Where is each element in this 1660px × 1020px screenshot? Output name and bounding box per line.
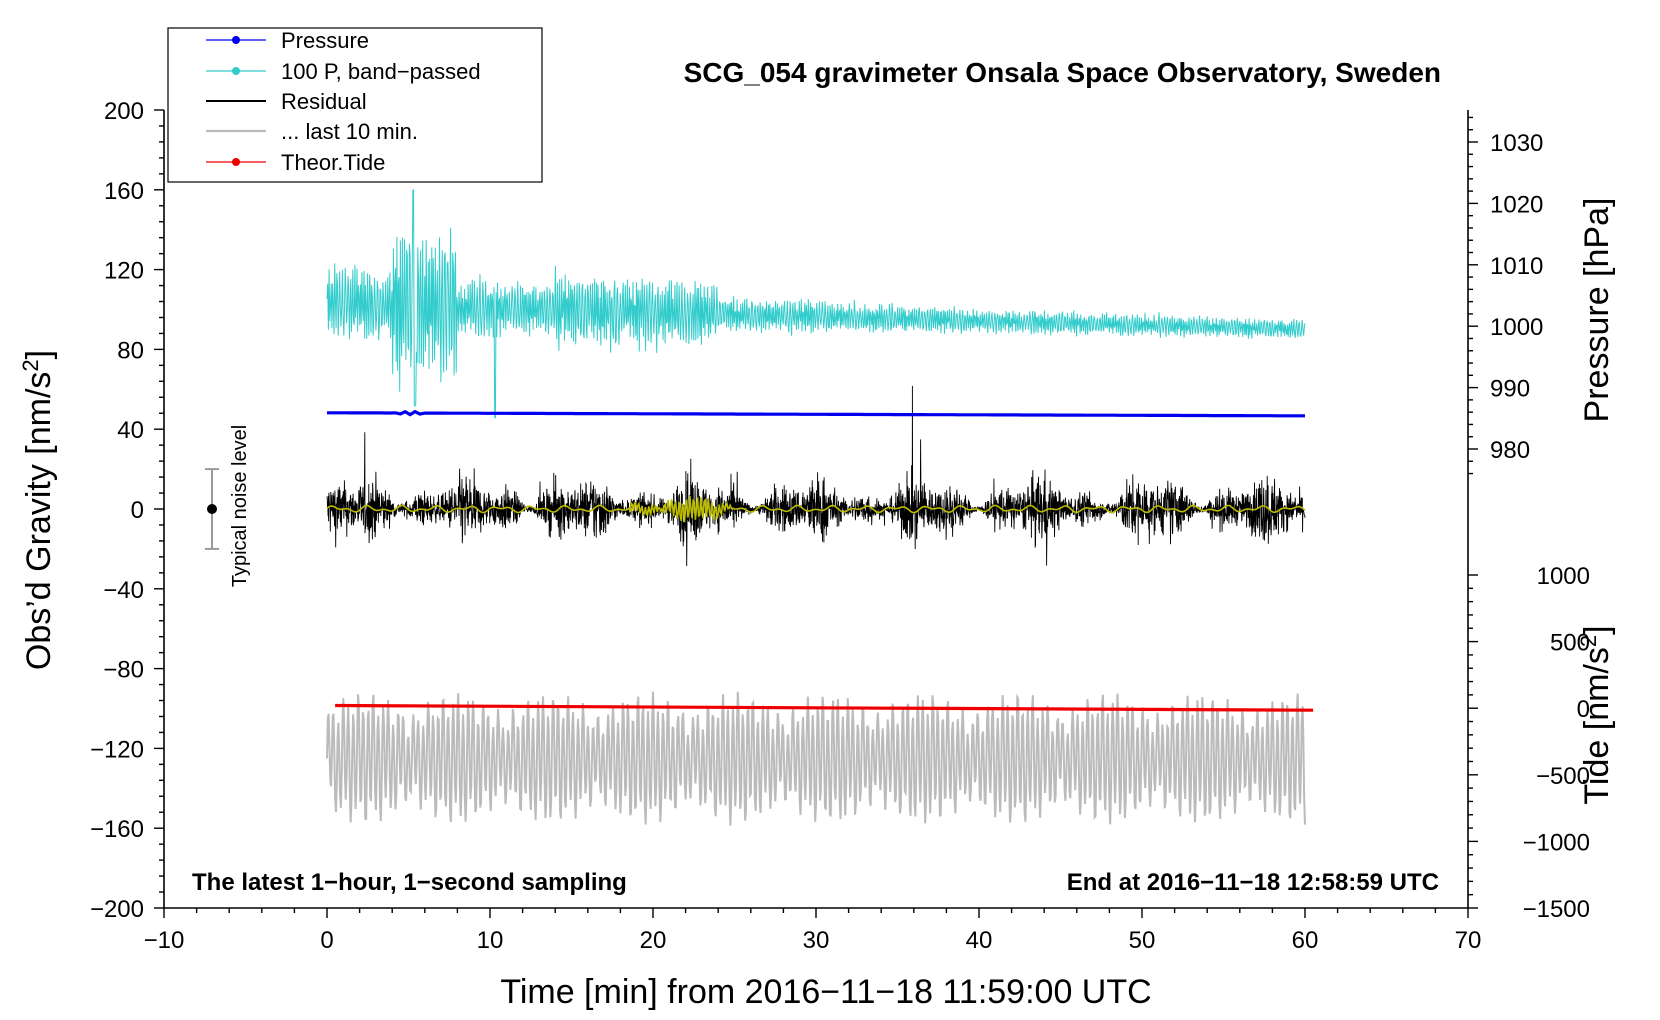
noise-label: Typical noise level xyxy=(229,425,251,587)
y-tick-label-tide: −500 xyxy=(1536,763,1590,790)
y-tick-label-pressure: 1030 xyxy=(1490,130,1543,157)
x-tick-label: 10 xyxy=(477,927,504,954)
legend-item-bandpassed: 100 P, band−passed xyxy=(206,59,481,84)
legend-item-last10: ... last 10 min. xyxy=(206,119,418,144)
x-tick-label: 20 xyxy=(640,927,667,954)
series-last10min xyxy=(326,691,1306,826)
series-bandpassed xyxy=(326,189,1306,419)
legend-marker-bandpassed xyxy=(232,67,240,75)
y-axis-title-gravity: Obs’d Gravity [nm/s2] xyxy=(18,350,58,670)
y-tick-label-tide: 500 xyxy=(1550,630,1590,657)
noise-dot xyxy=(207,504,217,514)
x-tick-label: 70 xyxy=(1455,927,1482,954)
legend-label-last10: ... last 10 min. xyxy=(281,119,418,144)
series-layer xyxy=(326,189,1314,826)
legend-label-pressure: Pressure xyxy=(281,28,369,53)
x-tick-label: 40 xyxy=(966,927,993,954)
y-tick-label-pressure: 990 xyxy=(1490,376,1530,403)
y-tick-label-tide: −1000 xyxy=(1523,829,1590,856)
y-tick-label-gravity: 120 xyxy=(104,258,144,285)
y-tick-label-pressure: 1010 xyxy=(1490,253,1543,280)
y-tick-label-tide: 0 xyxy=(1577,696,1590,723)
y-axis-title-tide-sup: 2 xyxy=(1576,635,1601,647)
annotation-left: The latest 1−hour, 1−second sampling xyxy=(192,869,627,896)
x-tick-label: −10 xyxy=(144,927,185,954)
y-tick-label-tide: 1000 xyxy=(1537,563,1590,590)
series-residual-lowpass xyxy=(326,495,1306,523)
axes-layer: −10 0 10 20 30 40 50 60 7020016012080400−40−80−1… xyxy=(90,98,1590,954)
series-pressure xyxy=(327,409,1305,418)
legend-label-tide: Theor.Tide xyxy=(281,150,385,175)
y-axis-title-gravity-end: ] xyxy=(20,350,58,359)
x-tick-label: 60 xyxy=(1292,927,1319,954)
legend-marker-pressure xyxy=(232,36,240,44)
y-tick-label-gravity: 80 xyxy=(117,337,144,364)
y-tick-label-tide: −1500 xyxy=(1523,896,1590,923)
y-axis-title-tide-end: ] xyxy=(1578,625,1616,634)
y-tick-label-gravity: −160 xyxy=(90,816,144,843)
y-tick-label-gravity: −80 xyxy=(103,657,144,684)
y-tick-label-gravity: −120 xyxy=(90,736,144,763)
y-tick-label-gravity: 200 xyxy=(104,98,144,125)
y-axis-title-gravity-main: Obs’d Gravity [nm/s xyxy=(20,372,58,671)
y-tick-label-gravity: 160 xyxy=(104,178,144,205)
series-theor-tide xyxy=(335,703,1314,712)
y-axis-title-gravity-sup: 2 xyxy=(18,359,43,371)
x-axis-title: Time [min] from 2016−11−18 11:59:00 UTC xyxy=(500,973,1151,1011)
y-tick-label-pressure: 1020 xyxy=(1490,191,1543,218)
annotation-right: End at 2016−11−18 12:58:59 UTC xyxy=(1067,869,1439,896)
legend-label-residual: Residual xyxy=(281,89,367,114)
y-axis-title-pressure: Pressure [hPa] xyxy=(1578,198,1616,423)
legend-item-tide: Theor.Tide xyxy=(206,150,385,175)
noise-level-indicator: Typical noise level xyxy=(205,425,251,587)
y-tick-label-pressure: 1000 xyxy=(1490,314,1543,341)
x-tick-label: 50 xyxy=(1129,927,1156,954)
legend-item-residual: Residual xyxy=(206,89,367,114)
y-axis-title-tide: Tide [nm/s2] xyxy=(1576,625,1616,804)
series-residual xyxy=(326,385,1306,567)
legend-marker-tide xyxy=(232,158,240,166)
x-tick-label: 0 xyxy=(320,927,333,954)
y-tick-label-pressure: 980 xyxy=(1490,437,1530,464)
legend: Pressure 100 P, band−passed Residual ...… xyxy=(167,27,543,183)
y-axis-title-tide-main: Tide [nm/s xyxy=(1578,647,1616,804)
legend-label-bandpassed: 100 P, band−passed xyxy=(281,59,481,84)
y-tick-label-gravity: −200 xyxy=(90,896,144,923)
chart-title: SCG_054 gravimeter Onsala Space Observat… xyxy=(684,57,1441,88)
y-tick-label-gravity: −40 xyxy=(103,577,144,604)
x-tick-label: 30 xyxy=(803,927,830,954)
legend-box xyxy=(167,27,543,183)
legend-item-pressure: Pressure xyxy=(206,28,369,53)
y-tick-label-gravity: 0 xyxy=(131,497,144,524)
y-tick-label-gravity: 40 xyxy=(117,417,144,444)
